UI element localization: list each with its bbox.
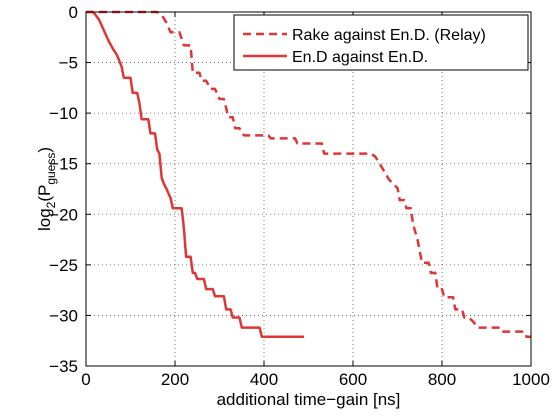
legend-label-end: En.D against En.D.	[292, 49, 428, 66]
series-line-rake-relay	[86, 10, 531, 338]
y-tick-label: −30	[49, 306, 78, 325]
y-axis-title-log-base: 2	[44, 201, 58, 208]
legend-label-rake: Rake against En.D. (Relay)	[292, 27, 486, 44]
y-axis-title-subscript: guess	[44, 153, 58, 185]
y-tick-label: −35	[49, 357, 78, 376]
series-line-end-end	[86, 10, 304, 338]
y-axis-title-open: (P	[35, 185, 54, 202]
x-tick-label: 0	[81, 370, 90, 389]
series-layer	[86, 10, 531, 338]
grid	[86, 12, 531, 366]
x-axis-title: additional time−gain [ns]	[217, 390, 401, 409]
y-axis-title-close: )	[35, 147, 54, 153]
y-tick-label: −20	[49, 205, 78, 224]
y-axis-title: log2(Pguess)	[35, 147, 58, 231]
plot-background	[86, 12, 531, 366]
x-tick-label: 1000	[512, 370, 550, 389]
y-tick-label: −10	[49, 104, 78, 123]
y-tick-label: −15	[49, 155, 78, 174]
x-tick-label: 200	[161, 370, 189, 389]
y-tick-label: −25	[49, 256, 78, 275]
x-tick-label: 600	[339, 370, 367, 389]
plot-frame	[85, 11, 532, 367]
y-tick-label: −5	[59, 54, 78, 73]
tick-labels: 0 200 400 600 800 1000 0 −5 −10 −15 −20 −25 −30 −35	[49, 3, 550, 389]
legend: Rake against En.D. (Relay) En.D against …	[233, 14, 529, 71]
x-tick-label: 400	[250, 370, 278, 389]
y-axis-title-prefix: log	[35, 208, 54, 231]
x-tick-label: 800	[428, 370, 456, 389]
legend-box	[233, 14, 529, 71]
y-tick-label: 0	[69, 3, 78, 22]
